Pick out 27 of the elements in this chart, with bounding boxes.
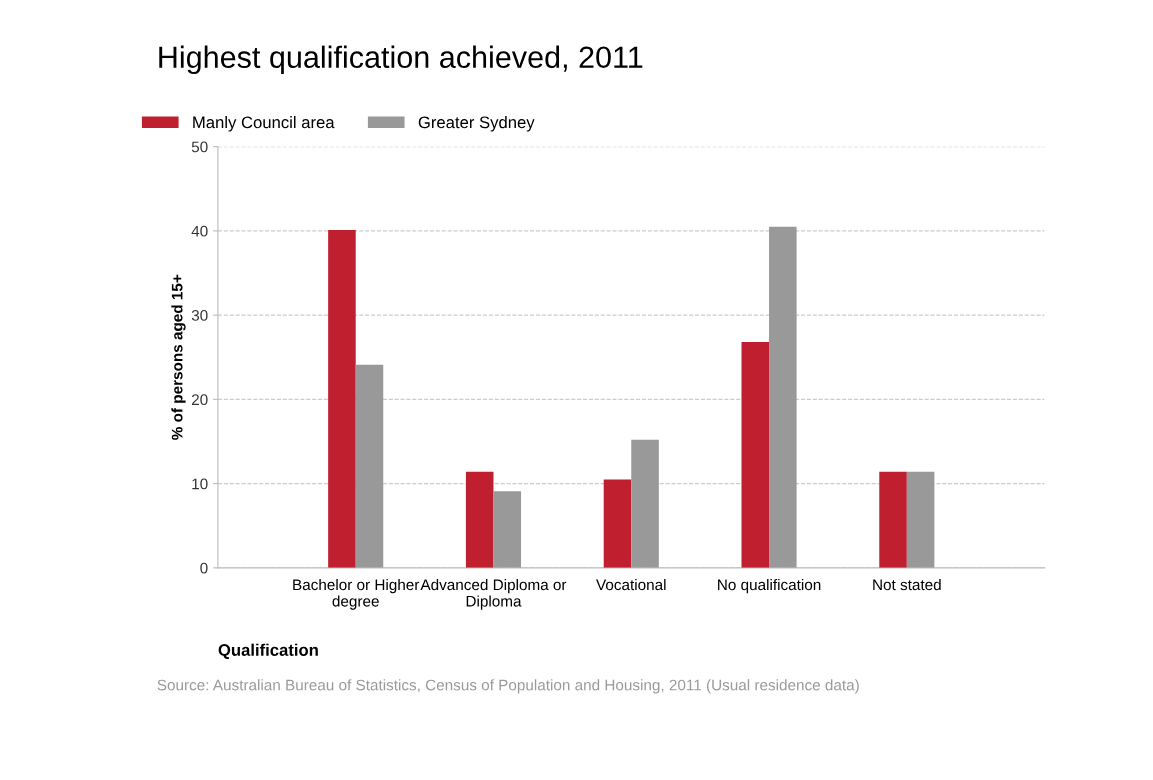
x-axis-title: Qualification — [218, 643, 318, 660]
x-tick-label: Advanced Diploma or Diploma — [420, 578, 567, 610]
bar — [741, 342, 770, 568]
bar — [328, 230, 356, 568]
legend-label: Manly Council area — [193, 116, 335, 132]
bar — [465, 471, 494, 568]
bar — [493, 491, 522, 568]
y-tick-label: 40 — [191, 225, 208, 237]
bar — [906, 471, 935, 568]
source-note: Source: Australian Bureau of Statistics, Census of Population and Housing, 2011 (Usual residence data) — [157, 679, 859, 694]
y-tick-label: 50 — [191, 141, 208, 153]
legend-label: Greater Sydney — [418, 116, 535, 132]
x-tick-label: Vocational — [596, 578, 666, 591]
bar — [879, 471, 907, 568]
bar — [603, 479, 632, 568]
bar — [769, 226, 797, 568]
x-tick-label: Bachelor or Higher degree — [293, 578, 420, 610]
y-axis-title: % of persons aged 15+ — [171, 274, 186, 440]
x-tick-label: No qualification — [718, 578, 821, 594]
x-tick-label: Not stated — [873, 578, 941, 591]
y-tick-label: 20 — [191, 394, 208, 406]
y-tick-label: 10 — [192, 478, 208, 490]
chart-title: Highest qualification achieved, 2011 — [159, 45, 643, 75]
bar — [355, 364, 384, 568]
y-tick-label: 30 — [191, 309, 208, 321]
y-tick-label: 0 — [200, 562, 208, 574]
bar — [631, 439, 659, 568]
